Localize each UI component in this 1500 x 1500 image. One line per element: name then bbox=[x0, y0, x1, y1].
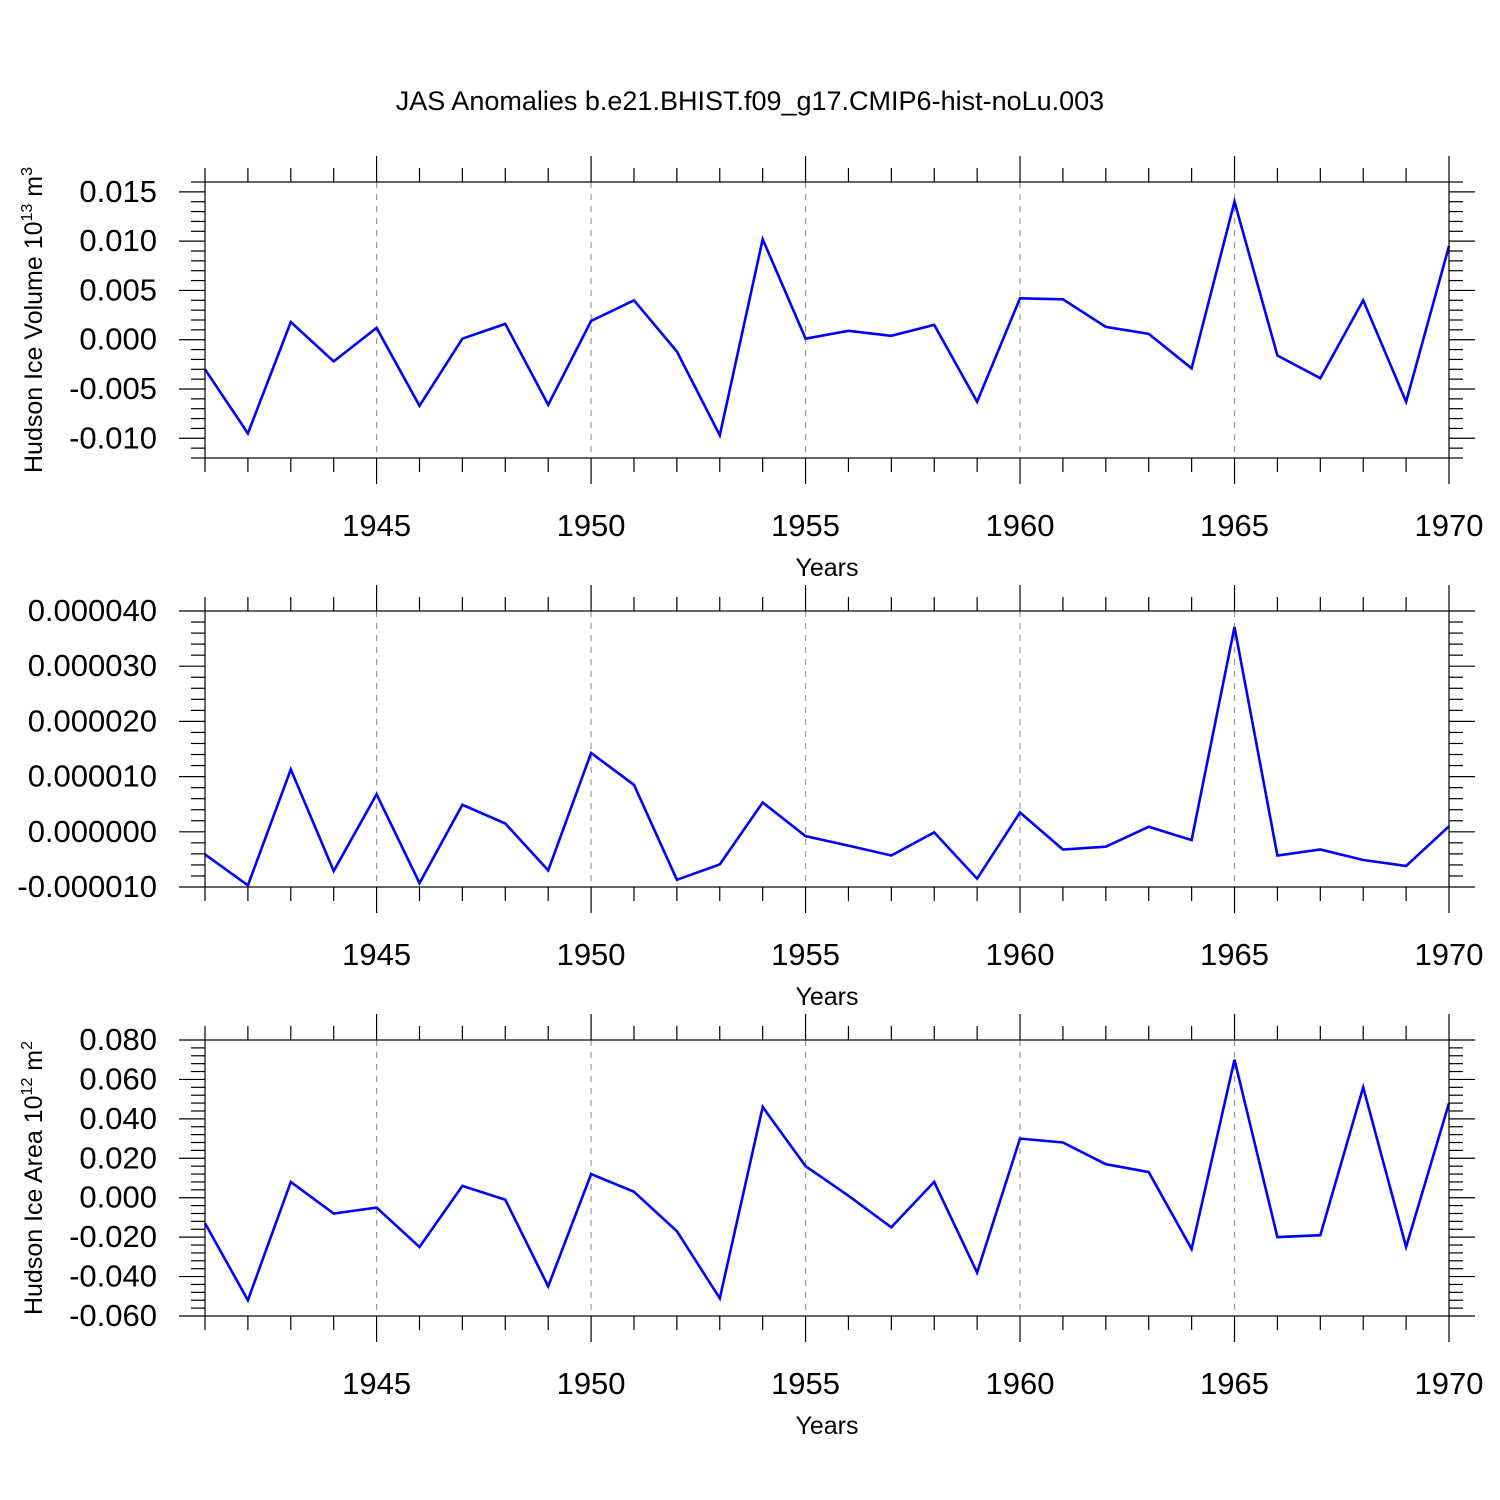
x-tick-label: 1945 bbox=[342, 937, 411, 972]
y-axis-label: Hudson Ice Area 1012 m2 bbox=[19, 1041, 48, 1315]
y-tick-label: 0.060 bbox=[79, 1061, 157, 1096]
y-tick-label: -0.040 bbox=[69, 1259, 157, 1294]
x-axis-label: Years bbox=[795, 554, 858, 582]
x-tick-label: 1960 bbox=[986, 508, 1055, 543]
y-tick-label: 0.005 bbox=[79, 272, 157, 307]
x-tick-label: 1945 bbox=[342, 508, 411, 543]
y-tick-label: 0.000040 bbox=[28, 593, 157, 628]
x-tick-label: 1960 bbox=[986, 1366, 1055, 1401]
plot-frame bbox=[204, 181, 1450, 459]
x-tick-label: 1955 bbox=[771, 1366, 840, 1401]
x-tick-label: 1955 bbox=[771, 937, 840, 972]
x-tick-label: 1970 bbox=[1415, 1366, 1484, 1401]
y-tick-label: 0.000030 bbox=[28, 648, 157, 683]
x-tick-label: 1950 bbox=[557, 937, 626, 972]
x-tick-label: 1945 bbox=[342, 1366, 411, 1401]
x-tick-label: 1955 bbox=[771, 508, 840, 543]
y-tick-label: 0.000 bbox=[79, 322, 157, 357]
y-tick-label: -0.000010 bbox=[17, 869, 157, 904]
x-tick-label: 1950 bbox=[557, 1366, 626, 1401]
y-tick-label: -0.005 bbox=[69, 371, 157, 406]
x-tick-label: 1960 bbox=[986, 937, 1055, 972]
panel-middle: -0.000010 0.000000 0.000010 0.000020 0.00003… bbox=[17, 585, 1483, 1011]
y-tick-label: 0.010 bbox=[79, 223, 157, 258]
plot-frame bbox=[204, 610, 1450, 888]
y-tick-label: 0.000020 bbox=[28, 703, 157, 738]
series-line bbox=[203, 1059, 1451, 1304]
figure-title: JAS Anomalies b.e21.BHIST.f09_g17.CMIP6-… bbox=[396, 86, 1104, 116]
x-tick-label: 1965 bbox=[1200, 1366, 1269, 1401]
y-tick-label: 0.000 bbox=[79, 1180, 157, 1215]
x-axis-label: Years bbox=[795, 983, 858, 1011]
y-tick-label: 0.040 bbox=[79, 1101, 157, 1136]
x-tick-label: 1965 bbox=[1200, 508, 1269, 543]
y-tick-label: -0.010 bbox=[69, 420, 157, 455]
plot-frame bbox=[204, 1039, 1450, 1317]
series-line bbox=[203, 196, 1451, 440]
y-tick-label: -0.020 bbox=[69, 1219, 157, 1254]
y-tick-label: 0.015 bbox=[79, 174, 157, 209]
y-tick-label: 0.000010 bbox=[28, 759, 157, 794]
x-tick-label: 1950 bbox=[557, 508, 626, 543]
panel-ice-area: -0.060 -0.040 -0.020 0.000 0.020 0.040 0.060 0.… bbox=[19, 1014, 1483, 1440]
series-line bbox=[204, 626, 1450, 888]
y-tick-label: 0.000000 bbox=[28, 814, 157, 849]
y-tick-label: 0.080 bbox=[79, 1022, 157, 1057]
y-tick-label: 0.020 bbox=[79, 1140, 157, 1175]
panel-ice-volume: -0.010 -0.005 0.000 0.005 0.010 0.015 1945 1950… bbox=[19, 156, 1483, 582]
x-tick-label: 1970 bbox=[1415, 508, 1484, 543]
x-tick-label: 1965 bbox=[1200, 937, 1269, 972]
x-axis-label: Years bbox=[795, 1412, 858, 1440]
y-tick-label: -0.060 bbox=[69, 1298, 157, 1333]
y-axis-label: Hudson Ice Volume 1013 m3 bbox=[19, 167, 48, 473]
x-tick-label: 1970 bbox=[1415, 937, 1484, 972]
